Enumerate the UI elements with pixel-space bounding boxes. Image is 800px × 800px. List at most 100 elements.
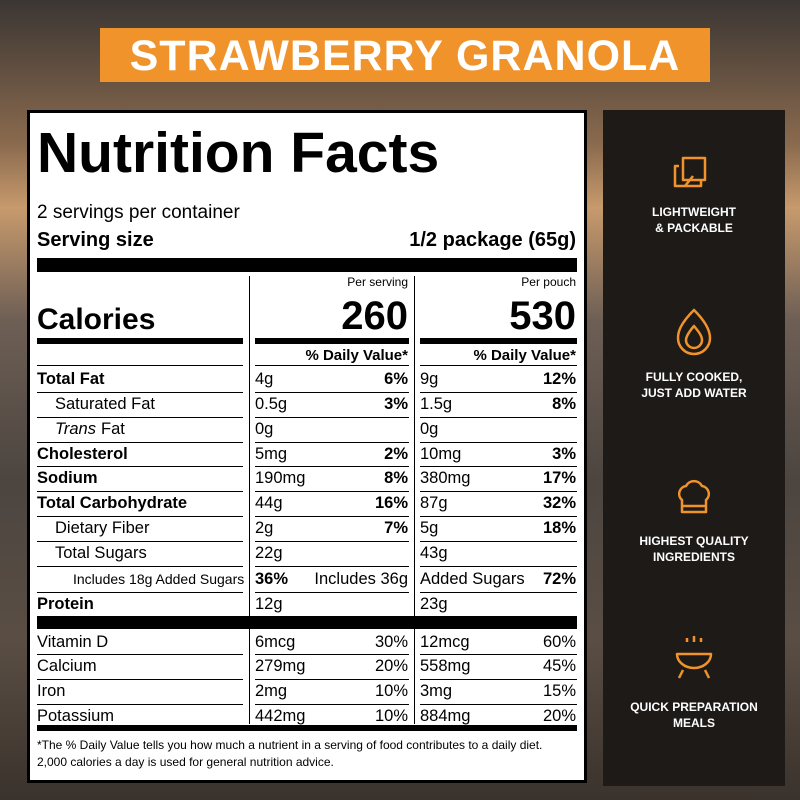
amount: Added Sugars	[420, 569, 525, 588]
rule	[37, 540, 243, 542]
rule	[255, 491, 409, 493]
column-calories: 260	[341, 294, 408, 338]
rule	[255, 365, 409, 366]
daily-value: 72%	[542, 569, 576, 588]
footnote: 2,000 calories a day is used for general…	[37, 754, 334, 769]
serving-size-label: Serving size	[37, 229, 154, 251]
daily-value: 10%	[374, 682, 408, 701]
amount: 87g	[420, 494, 448, 513]
dv-heading: % Daily Value*	[305, 347, 408, 364]
rule	[255, 466, 409, 468]
row-name: Saturated Fat	[55, 394, 155, 413]
daily-value: 10%	[374, 706, 408, 725]
column-heading: Per serving	[347, 274, 408, 289]
amount: 3mg	[420, 682, 453, 701]
feature-label: INGREDIENTS	[652, 550, 735, 564]
rule	[420, 654, 577, 656]
row-name: Vitamin D	[37, 632, 109, 651]
amount: 1.5g	[420, 394, 453, 413]
rule	[255, 540, 409, 542]
rule	[420, 565, 577, 567]
rule	[420, 338, 577, 344]
banner-title: STRAWBERRY GRANOLA	[100, 28, 710, 82]
amount: 44g	[255, 494, 283, 513]
feature-label: & PACKABLE	[655, 221, 733, 235]
flame-icon	[676, 308, 712, 356]
nutrition-label	[27, 110, 587, 783]
dv-heading: % Daily Value*	[473, 347, 576, 364]
daily-value: 3%	[552, 444, 576, 463]
rule	[255, 591, 409, 593]
daily-value: 20%	[374, 657, 408, 676]
row-name: Includes 18g Added Sugars	[73, 571, 245, 588]
daily-value: 30%	[374, 632, 408, 651]
rule	[255, 565, 409, 567]
daily-value: 15%	[542, 682, 576, 701]
amount: 12g	[255, 594, 283, 613]
row-name: Sodium	[37, 469, 98, 488]
amount: 5mg	[255, 444, 288, 463]
grill-icon	[675, 636, 713, 679]
amount: 4g	[255, 370, 274, 389]
rule	[420, 441, 577, 443]
amount: 36%	[255, 569, 289, 588]
rule	[420, 466, 577, 468]
rule	[37, 725, 577, 731]
row-name: Total Fat	[37, 370, 105, 389]
rule	[37, 591, 243, 593]
amount: 9g	[420, 370, 439, 389]
row-name: Fat	[101, 419, 125, 438]
daily-value: 60%	[542, 632, 576, 651]
rule	[255, 654, 409, 656]
daily-value: 12%	[542, 370, 576, 389]
row-name: Total Carbohydrate	[37, 494, 188, 513]
amount: 442mg	[255, 706, 306, 725]
row-name: Calcium	[37, 657, 97, 676]
divider	[414, 276, 415, 724]
rule	[37, 416, 243, 418]
feature-label: QUICK PREPARATION	[630, 700, 758, 714]
daily-value: Includes 36g	[314, 569, 408, 588]
rule	[37, 441, 243, 443]
daily-value: 8%	[552, 394, 576, 413]
amount: 10mg	[420, 444, 462, 463]
rule	[420, 365, 577, 366]
amount: 380mg	[420, 469, 471, 488]
amount: 22g	[255, 543, 283, 562]
rule	[420, 679, 577, 681]
daily-value: 32%	[542, 494, 576, 513]
rule	[37, 258, 577, 272]
serving-size-value: 1/2 package (65g)	[409, 229, 576, 251]
amount: 0g	[420, 419, 439, 438]
feature-label: MEALS	[673, 716, 715, 730]
rule	[255, 516, 409, 517]
daily-value: 8%	[384, 469, 408, 488]
amount: 6mcg	[255, 632, 296, 651]
rule	[420, 591, 577, 593]
rule	[420, 491, 577, 493]
rule	[37, 654, 243, 656]
rule	[255, 679, 409, 681]
amount: 190mg	[255, 469, 306, 488]
daily-value: 17%	[542, 469, 576, 488]
rule	[37, 704, 243, 705]
amount: 279mg	[255, 657, 306, 676]
feature-label: FULLY COOKED,	[645, 370, 743, 384]
column-calories: 530	[509, 294, 576, 338]
daily-value: 7%	[384, 518, 408, 537]
row-name: Protein	[37, 594, 94, 613]
label-title: Nutrition Facts	[37, 120, 440, 185]
rule	[255, 441, 409, 443]
servings: 2 servings per container	[37, 201, 240, 223]
chef-icon	[677, 479, 711, 514]
row-name: Iron	[37, 682, 66, 701]
amount: 23g	[420, 594, 448, 613]
daily-value: 6%	[384, 370, 408, 389]
feature-icons	[673, 156, 713, 679]
amount: 0.5g	[255, 394, 288, 413]
amount: 884mg	[420, 706, 471, 725]
feature-label: HIGHEST QUALITY	[639, 534, 749, 548]
rule	[420, 704, 577, 705]
rule	[420, 540, 577, 542]
